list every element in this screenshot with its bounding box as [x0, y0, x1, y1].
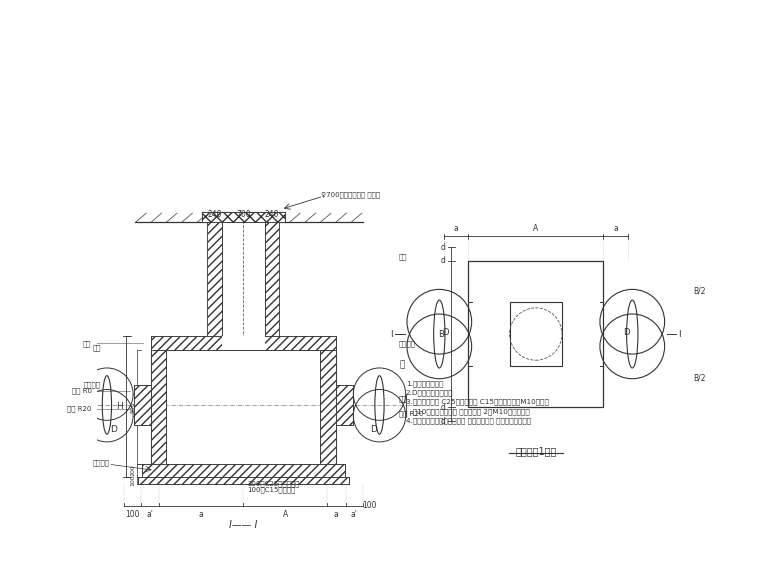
Text: 100: 100: [131, 475, 135, 486]
Bar: [264, 222, 280, 336]
Text: 第三道水: 第三道水: [399, 340, 416, 347]
Text: B/2: B/2: [693, 286, 706, 295]
Text: d: d: [441, 256, 445, 266]
Text: A: A: [283, 510, 288, 519]
Text: 100: 100: [125, 510, 140, 519]
Text: 流量: 流量: [83, 340, 91, 347]
Text: 管壁: 管壁: [399, 396, 407, 402]
Bar: [134, 385, 150, 425]
Text: D: D: [370, 425, 377, 434]
Text: 流量: 流量: [92, 345, 101, 351]
Bar: [150, 350, 166, 464]
Text: 用10号様根混凝土， 混凝土水： 2（M10）混凝土。: 用10号様根混凝土， 混凝土水： 2（M10）混凝土。: [406, 408, 530, 414]
Text: a': a': [147, 510, 154, 519]
Text: D: D: [442, 328, 448, 337]
Text: a: a: [199, 510, 204, 519]
Text: A: A: [534, 224, 538, 233]
Text: I: I: [679, 329, 681, 339]
Bar: [320, 350, 336, 464]
Bar: [201, 211, 285, 222]
Bar: [222, 222, 264, 336]
Text: 平面图（1图）: 平面图（1图）: [515, 446, 556, 455]
Text: 流量 R20: 流量 R20: [67, 405, 91, 412]
Text: I: I: [391, 329, 393, 339]
Text: a': a': [350, 510, 357, 519]
Text: 240: 240: [264, 210, 280, 219]
Text: a: a: [613, 224, 618, 233]
Text: a: a: [334, 510, 339, 519]
Text: H: H: [116, 402, 123, 411]
Text: 500: 500: [131, 401, 135, 413]
Bar: [222, 336, 264, 350]
Text: 700: 700: [236, 210, 251, 219]
Bar: [141, 464, 345, 477]
Bar: [138, 477, 349, 484]
Bar: [510, 303, 562, 365]
Text: 3.混凝土、基础 C25混凝土，埋 C15混凝土，钉子M10灰浆。: 3.混凝土、基础 C25混凝土，埋 C15混凝土，钉子M10灰浆。: [406, 399, 549, 405]
Bar: [468, 261, 603, 407]
Text: d: d: [441, 402, 445, 412]
Text: d: d: [441, 243, 445, 251]
Text: 注: 注: [400, 360, 405, 369]
Text: I—— I: I—— I: [229, 520, 258, 530]
Text: 4.未注明管子均不居中结构， 应与各管子， 不居中结构同类。: 4.未注明管子均不居中结构， 应与各管子， 不居中结构同类。: [406, 417, 530, 424]
Text: 薄壁 R20: 薄壁 R20: [399, 411, 423, 417]
Text: 流速 R0: 流速 R0: [71, 388, 91, 394]
Text: 第三道水: 第三道水: [84, 381, 101, 388]
Text: B: B: [438, 329, 444, 339]
Bar: [166, 350, 320, 464]
Text: 底部基础: 底部基础: [93, 459, 110, 466]
Text: 100: 100: [363, 501, 377, 510]
Bar: [138, 477, 349, 484]
Bar: [336, 385, 353, 425]
Text: 2.D输水计入管管径。: 2.D输水计入管管径。: [406, 389, 453, 396]
Text: D: D: [109, 425, 116, 434]
Bar: [141, 464, 345, 477]
Text: 管道: 管道: [399, 253, 407, 260]
Bar: [150, 336, 336, 350]
Text: d: d: [441, 417, 445, 426]
Text: 240: 240: [207, 210, 222, 219]
Text: 100厚C15素混凝土: 100厚C15素混凝土: [247, 487, 296, 493]
Text: 200厚C25混凝土底板: 200厚C25混凝土底板: [247, 481, 299, 487]
Text: 200: 200: [131, 465, 135, 476]
Bar: [207, 222, 222, 336]
Text: a: a: [454, 224, 458, 233]
Text: D: D: [623, 328, 629, 337]
Text: ♀700混凝土天大盖 天大唐: ♀700混凝土天大盖 天大唐: [321, 192, 380, 198]
Text: 1.尺寸单位毫米。: 1.尺寸单位毫米。: [406, 380, 443, 387]
Text: B/2: B/2: [693, 373, 706, 382]
